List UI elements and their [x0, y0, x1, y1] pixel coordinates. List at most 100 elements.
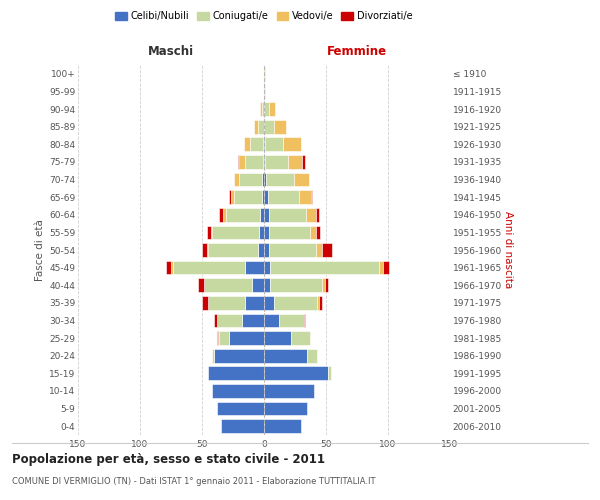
Bar [208, 366, 264, 380]
Text: Maschi: Maschi [148, 45, 194, 58]
Bar [322, 243, 332, 257]
Bar [264, 102, 269, 116]
Bar [264, 402, 307, 415]
Bar [263, 138, 264, 151]
Bar [269, 102, 275, 116]
Bar [245, 296, 264, 310]
Bar [217, 402, 264, 415]
Bar [229, 190, 230, 204]
Bar [245, 155, 263, 169]
Bar [212, 349, 214, 362]
Bar [250, 138, 263, 151]
Bar [270, 278, 322, 292]
Y-axis label: Fasce di età: Fasce di età [35, 219, 45, 281]
Bar [262, 190, 264, 204]
Bar [299, 190, 311, 204]
Bar [238, 155, 239, 169]
Bar [270, 260, 379, 274]
Bar [208, 296, 245, 310]
Bar [311, 190, 313, 204]
Bar [258, 120, 264, 134]
Bar [223, 208, 226, 222]
Bar [383, 260, 389, 274]
Bar [208, 243, 258, 257]
Bar [328, 366, 331, 380]
Bar [264, 314, 279, 328]
Bar [269, 243, 316, 257]
Bar [291, 331, 310, 345]
Bar [173, 260, 245, 274]
Bar [264, 420, 301, 433]
Bar [379, 260, 383, 274]
Bar [268, 190, 299, 204]
Bar [269, 226, 310, 239]
Bar [245, 260, 264, 274]
Bar [202, 243, 207, 257]
Bar [239, 155, 245, 169]
Bar [214, 349, 264, 362]
Bar [317, 296, 319, 310]
Bar [264, 190, 268, 204]
Bar [230, 190, 234, 204]
Bar [264, 138, 265, 151]
Bar [212, 384, 264, 398]
Bar [262, 102, 264, 116]
Bar [226, 208, 260, 222]
Bar [274, 296, 317, 310]
Bar [264, 243, 269, 257]
Bar [265, 155, 287, 169]
Text: Femmine: Femmine [327, 45, 387, 58]
Bar [260, 102, 262, 116]
Bar [264, 331, 291, 345]
Bar [171, 260, 173, 274]
Bar [274, 120, 286, 134]
Bar [251, 278, 264, 292]
Bar [310, 226, 316, 239]
Bar [229, 331, 264, 345]
Bar [266, 172, 294, 186]
Bar [218, 331, 220, 345]
Bar [264, 349, 307, 362]
Bar [239, 172, 262, 186]
Bar [287, 155, 302, 169]
Bar [316, 226, 320, 239]
Bar [234, 190, 262, 204]
Bar [264, 155, 265, 169]
Bar [264, 226, 269, 239]
Bar [202, 296, 208, 310]
Bar [220, 208, 223, 222]
Bar [217, 331, 218, 345]
Bar [264, 384, 314, 398]
Bar [294, 172, 308, 186]
Bar [234, 172, 239, 186]
Bar [217, 314, 242, 328]
Bar [325, 278, 328, 292]
Bar [198, 278, 205, 292]
Bar [265, 138, 283, 151]
Bar [254, 120, 258, 134]
Bar [306, 208, 316, 222]
Bar [264, 296, 274, 310]
Bar [316, 208, 319, 222]
Bar [221, 420, 264, 433]
Text: Popolazione per età, sesso e stato civile - 2011: Popolazione per età, sesso e stato civil… [12, 452, 325, 466]
Bar [279, 314, 304, 328]
Bar [207, 226, 211, 239]
Bar [211, 226, 212, 239]
Bar [264, 172, 266, 186]
Bar [264, 84, 265, 98]
Bar [259, 226, 264, 239]
Bar [307, 349, 317, 362]
Bar [242, 314, 264, 328]
Bar [264, 366, 328, 380]
Bar [283, 138, 301, 151]
Bar [220, 331, 229, 345]
Bar [319, 296, 322, 310]
Bar [258, 243, 264, 257]
Y-axis label: Anni di nascita: Anni di nascita [503, 212, 513, 288]
Bar [264, 67, 265, 80]
Bar [304, 314, 305, 328]
Bar [269, 208, 306, 222]
Bar [264, 260, 270, 274]
Bar [244, 138, 250, 151]
